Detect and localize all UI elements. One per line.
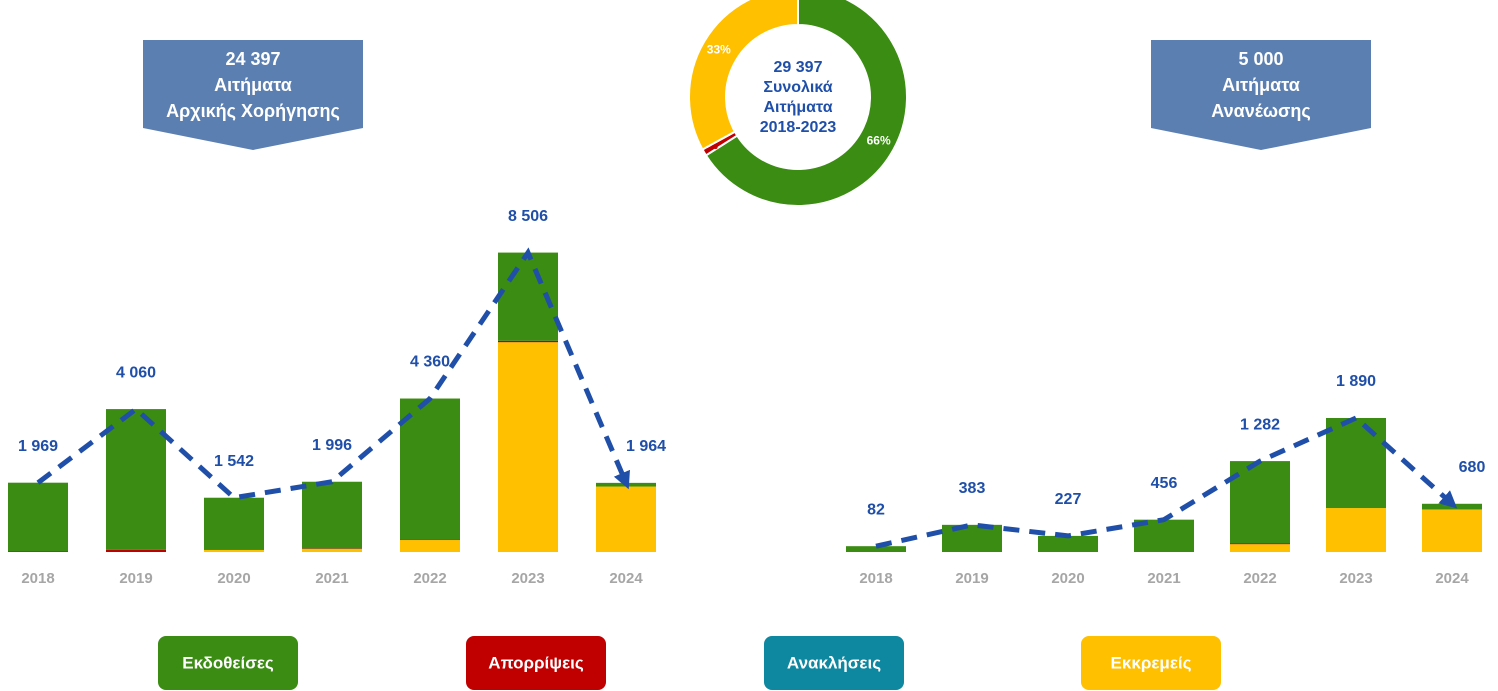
x-tick-label: 2020 — [1051, 570, 1084, 587]
total-label: 1 282 — [1240, 416, 1280, 433]
legend-button — [1081, 636, 1221, 690]
total-label: 82 — [867, 501, 885, 518]
legend-button — [466, 636, 606, 690]
bar-segment — [302, 481, 362, 549]
banner-text: Αιτήματα — [1222, 75, 1300, 95]
total-label: 1 969 — [18, 438, 58, 455]
bar-segment — [400, 540, 460, 552]
total-label: 1 542 — [214, 453, 254, 470]
slice-label: 33% — [707, 42, 731, 56]
legend-label: Απορρίψεις — [488, 653, 584, 672]
center-text: 2018-2023 — [760, 119, 837, 136]
bar-segment — [302, 548, 362, 552]
bar-segment — [596, 486, 656, 552]
bar-segment — [1326, 508, 1386, 552]
legend-label: Εκκρεμείς — [1111, 653, 1192, 672]
bar-segment — [1038, 535, 1098, 552]
banner-text: Αρχικής Χορήγησης — [166, 101, 340, 121]
bar-segment — [1230, 543, 1290, 545]
x-tick-label: 2018 — [21, 570, 54, 587]
donut-slice — [688, 0, 799, 151]
bar-segment — [400, 539, 460, 541]
donut-slice — [704, 0, 908, 207]
bar-segment — [1326, 417, 1386, 509]
bar-segment — [1422, 503, 1482, 510]
bar-segment — [106, 409, 166, 550]
bar-segment — [498, 340, 558, 343]
bar-segment — [400, 398, 460, 540]
x-tick-label: 2022 — [413, 570, 446, 587]
x-tick-label: 2024 — [609, 570, 643, 587]
slice-label: 66% — [867, 133, 891, 147]
total-label: 1 996 — [312, 437, 352, 454]
x-tick-label: 2021 — [315, 570, 348, 587]
x-tick-label: 2020 — [217, 570, 250, 587]
bar-segment — [1230, 461, 1290, 544]
total-label: 1 964 — [626, 438, 666, 455]
banner-text: 24 397 — [225, 49, 280, 69]
banner — [1151, 40, 1371, 150]
banner — [143, 40, 363, 150]
bar-segment — [8, 482, 68, 552]
total-label: 456 — [1151, 475, 1178, 492]
total-label: 4 060 — [116, 364, 156, 381]
x-tick-label: 2024 — [1435, 570, 1469, 587]
x-tick-label: 2022 — [1243, 570, 1276, 587]
banner-text: Ανανέωσης — [1211, 101, 1310, 121]
x-tick-label: 2023 — [1339, 570, 1372, 587]
x-tick-label: 2023 — [511, 570, 544, 587]
legend-label: Εκδοθείσες — [182, 653, 274, 672]
legend-button — [158, 636, 298, 690]
x-tick-label: 2021 — [1147, 570, 1180, 587]
center-text: Συνολικά — [763, 79, 832, 96]
bar-segment — [846, 546, 906, 552]
banner-text: Αιτήματα — [214, 75, 292, 95]
bar-segment — [204, 549, 264, 552]
total-label: 8 506 — [508, 208, 548, 225]
legend-button — [764, 636, 904, 690]
total-label: 680 — [1459, 459, 1486, 476]
legend-label: Ανακλήσεις — [787, 653, 881, 672]
bar-segment — [8, 551, 68, 552]
bar-segment — [498, 342, 558, 552]
bar-segment — [106, 549, 166, 552]
x-tick-label: 2018 — [859, 570, 892, 587]
x-tick-label: 2019 — [119, 570, 152, 587]
x-tick-label: 2019 — [955, 570, 988, 587]
bar-segment — [204, 497, 264, 550]
total-label: 383 — [959, 480, 986, 497]
total-line — [36, 247, 630, 501]
center-text: Αιτήματα — [763, 99, 832, 116]
total-label: 227 — [1055, 491, 1082, 508]
total-label: 1 890 — [1336, 373, 1376, 390]
bar-segment — [1422, 509, 1482, 552]
center-text: 29 397 — [774, 59, 823, 76]
bar-segment — [1230, 544, 1290, 552]
total-label: 4 360 — [410, 354, 450, 371]
banner-text: 5 000 — [1238, 49, 1283, 69]
bar-segment — [596, 482, 656, 487]
total-line — [875, 415, 1458, 549]
